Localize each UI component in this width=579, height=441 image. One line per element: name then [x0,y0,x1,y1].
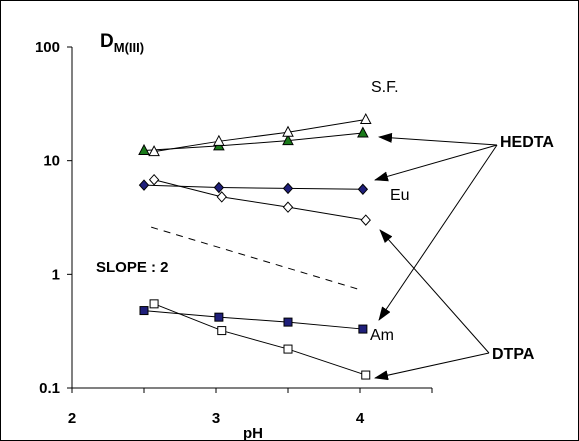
triangle-marker [357,126,369,138]
y-tick-label: 10 [43,153,60,170]
square-marker [361,370,371,380]
annotation-sf: S.F. [371,79,399,96]
x-tick-label: 4 [356,410,365,427]
slope-line [151,226,364,292]
diamond-marker [357,183,369,196]
x-axis-label: pH [243,425,263,441]
y-tick-label: 100 [35,39,60,56]
arrow-hedta-eu [374,144,498,182]
annotation-eu: Eu [390,187,410,204]
triangle-marker [282,125,294,137]
series-line [143,310,363,330]
diamond-marker [148,173,160,186]
arrow-dtpa-eu [379,229,490,354]
square-marker [217,326,227,336]
series-lines [143,119,366,376]
slope-reference-line [151,226,364,292]
y-axis-label: DM(III) [100,31,144,55]
diamond-marker [282,182,294,195]
arrow-dtpa-am [374,352,490,381]
diamond-marker [282,201,294,213]
x-tick-label: 2 [68,410,76,427]
annotation-am: Am [370,327,394,344]
triangle-marker [138,143,150,155]
y-tick-label: 1 [52,266,60,283]
diamond-marker [213,181,225,194]
series-line [153,179,366,221]
annotation-dtpa: DTPA [492,346,535,363]
square-marker [149,299,159,309]
y-tick-label: 0.1 [39,380,60,397]
square-marker [214,312,224,322]
series-markers [138,112,372,380]
triangle-marker [282,134,294,146]
x-tick-label: 3 [212,410,220,427]
square-marker [283,344,293,354]
y-axis-label-subscript: M(III) [114,40,144,55]
square-marker [283,317,293,327]
arrow-hedta-tp [378,132,498,146]
axes [67,46,433,393]
diamond-marker [138,179,150,191]
square-marker [139,306,149,316]
tick-labels: 0.1 1 10 100 2 3 4 [35,39,365,427]
diamond-marker [360,214,371,226]
diamond-marker [216,191,227,203]
annotation-arrows [374,132,498,381]
annotation-slope: SLOPE : 2 [96,259,169,276]
annotation-hedta: HEDTA [500,134,554,151]
series-line [143,132,363,151]
series-line [154,119,366,153]
series-line [153,303,366,376]
triangle-marker [148,145,160,157]
triangle-marker [213,134,225,146]
triangle-marker [359,112,372,125]
arrow-hedta-am [378,144,498,321]
square-marker [358,324,368,334]
